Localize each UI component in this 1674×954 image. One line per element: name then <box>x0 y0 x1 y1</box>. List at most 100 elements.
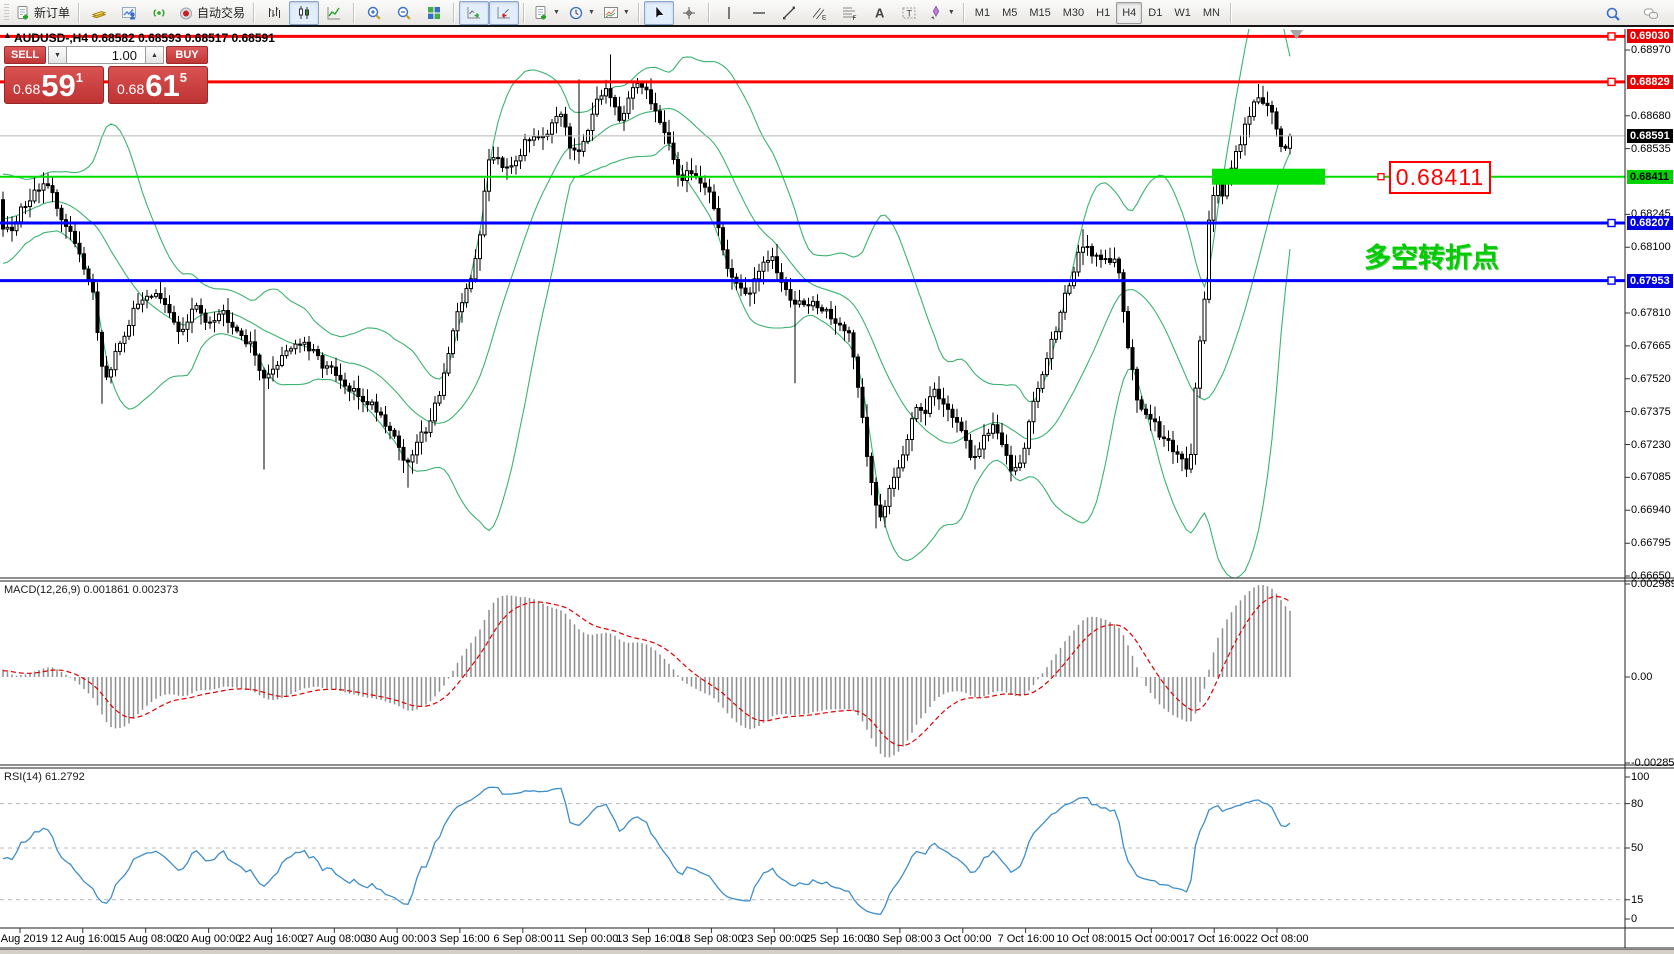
linechart-icon <box>327 6 341 19</box>
sell-button[interactable]: SELL <box>4 46 46 64</box>
time-axis-label: 3 Oct 00:00 <box>934 933 992 945</box>
time-axis-label: 10 Oct 08:00 <box>1056 933 1120 945</box>
volume-increase-button[interactable]: ▲ <box>145 46 164 64</box>
price-tick-label: 0.67085 <box>1631 471 1671 483</box>
channel-tool-button[interactable]: E <box>804 1 834 25</box>
sell-price-pip: 1 <box>75 70 83 85</box>
auto-trading-button[interactable]: 自动交易 <box>174 1 249 25</box>
svg-text:T: T <box>906 8 912 18</box>
price-annotation-box[interactable]: 0.68411 <box>1389 161 1491 194</box>
new-chart-button[interactable]: ▼ <box>529 1 564 25</box>
panel-collapse-icon[interactable]: ▲ <box>3 30 12 40</box>
chart-symbol: AUDUSD-,H4 <box>14 31 89 45</box>
candle-chart-mode-button[interactable] <box>289 0 320 25</box>
price-badge-0.69030: 0.69030 <box>1627 29 1673 43</box>
chart-shift-button[interactable] <box>489 0 520 25</box>
trendline-tool-button[interactable] <box>774 1 804 25</box>
timeframe-d1-button[interactable]: D1 <box>1148 6 1163 19</box>
bar-chart-mode-button[interactable] <box>259 1 289 25</box>
signals-button[interactable] <box>144 1 174 25</box>
buy-button[interactable]: BUY <box>166 46 208 64</box>
turning-point-annotation[interactable]: 多空转折点 <box>1364 243 1499 273</box>
sell-price-prefix: 0.68 <box>13 81 41 97</box>
new-order-button[interactable]: 新订单 <box>11 1 74 25</box>
docplus-icon <box>535 5 547 19</box>
rsi-indicator-label: RSI(14) 61.2792 <box>4 771 85 783</box>
rsi-axis-label: 0 <box>1631 913 1638 925</box>
price-badge-0.68591: 0.68591 <box>1627 129 1673 143</box>
textA-icon: A <box>875 5 885 20</box>
timeframe-w1-button[interactable]: W1 <box>1174 6 1191 19</box>
cursor-tool-button[interactable] <box>643 0 674 25</box>
template-icon <box>603 6 618 18</box>
toolbar-separator <box>1229 2 1232 23</box>
volume-stepper: ▼ ▲ <box>48 46 164 64</box>
one-click-trading-panel: SELL ▼ ▲ BUY 0.68 59 1 0.68 61 5 <box>4 46 226 104</box>
trade-report-button[interactable] <box>114 1 144 25</box>
zoom-in-button[interactable] <box>359 1 389 25</box>
clock-icon <box>569 6 583 19</box>
candles-icon <box>299 5 310 19</box>
cross-icon <box>682 6 695 19</box>
line-chart-mode-button[interactable] <box>319 1 349 25</box>
rsi-axis-label: 15 <box>1631 894 1644 906</box>
book-icon <box>91 10 107 18</box>
highlight-rectangle[interactable] <box>1212 168 1325 185</box>
macd-indicator-label: MACD(12,26,9) 0.001861 0.002373 <box>4 584 179 596</box>
fibonacci-tool-button[interactable]: F <box>834 1 864 25</box>
timeframe-mn-button[interactable]: MN <box>1202 6 1220 19</box>
price-badge-0.68207: 0.68207 <box>1627 216 1673 230</box>
auto-trading-label: 自动交易 <box>197 6 246 20</box>
time-axis-label: 11 Sep 00:00 <box>553 933 619 945</box>
horizontal-line-tool-button[interactable] <box>744 1 774 25</box>
volume-input[interactable] <box>67 46 145 64</box>
autotrade-icon <box>180 7 193 19</box>
sell-price-box[interactable]: 0.68 59 1 <box>4 66 104 104</box>
text-tool-button[interactable]: A <box>864 1 894 25</box>
time-axis-label: 30 Sep 08:00 <box>867 933 933 945</box>
label-tool-button[interactable]: T <box>894 1 924 25</box>
chat-button[interactable] <box>1636 2 1666 26</box>
timeframe-h1-button[interactable]: H1 <box>1096 6 1111 19</box>
time-axis-label: 8 Aug 2019 <box>0 933 48 945</box>
auto-scroll-button[interactable] <box>459 0 490 25</box>
time-axis-label: 18 Sep 08:00 <box>678 933 744 945</box>
volume-decrease-button[interactable]: ▼ <box>48 46 67 64</box>
shapes-icon <box>930 4 940 19</box>
timeframe-m30-button[interactable]: M30 <box>1062 6 1085 19</box>
timeframe-m1-button[interactable]: M1 <box>974 6 991 19</box>
line-handle[interactable] <box>1607 218 1616 228</box>
buy-price-big: 61 <box>145 68 180 103</box>
new-order-label: 新订单 <box>34 6 71 20</box>
rsi-axis-label: 50 <box>1631 842 1644 854</box>
order-book-button[interactable] <box>84 1 114 25</box>
toolbar-separator <box>523 2 526 23</box>
time-axis-label: 22 Aug 16:00 <box>238 933 304 945</box>
price-tick-label: 0.67665 <box>1631 340 1671 352</box>
shapes-tool-button[interactable]: ▼ <box>924 1 959 25</box>
zoom-out-button[interactable] <box>389 1 419 25</box>
tile-windows-button[interactable] <box>419 1 449 25</box>
line-handle[interactable] <box>1607 77 1616 87</box>
search-button[interactable] <box>1598 2 1628 26</box>
timeframe-h4-button[interactable]: H4 <box>1116 1 1143 24</box>
toolbar-separator <box>707 2 710 23</box>
chart-shift-marker[interactable] <box>1290 30 1303 39</box>
time-axis-label: 7 Oct 16:00 <box>997 933 1055 945</box>
timeframe-m15-button[interactable]: M15 <box>1029 6 1051 19</box>
periods-button[interactable]: ▼ <box>564 1 599 25</box>
price-badge-0.67953: 0.67953 <box>1627 274 1673 288</box>
bars-icon <box>269 6 281 18</box>
time-axis-label: 27 Aug 08:00 <box>301 933 367 945</box>
line-handle[interactable] <box>1607 276 1616 285</box>
vertical-line-tool-button[interactable] <box>714 1 744 25</box>
price-tick-label: 0.68970 <box>1631 44 1671 56</box>
line-handle[interactable] <box>1607 32 1616 41</box>
templates-button[interactable]: ▼ <box>599 1 634 25</box>
time-axis-label: 17 Oct 16:00 <box>1182 933 1246 945</box>
timeframe-m5-button[interactable]: M5 <box>1002 6 1018 19</box>
buy-price-box[interactable]: 0.68 61 5 <box>108 66 208 104</box>
rsi-axis-label: 80 <box>1631 798 1644 810</box>
crosshair-tool-button[interactable] <box>674 1 704 25</box>
